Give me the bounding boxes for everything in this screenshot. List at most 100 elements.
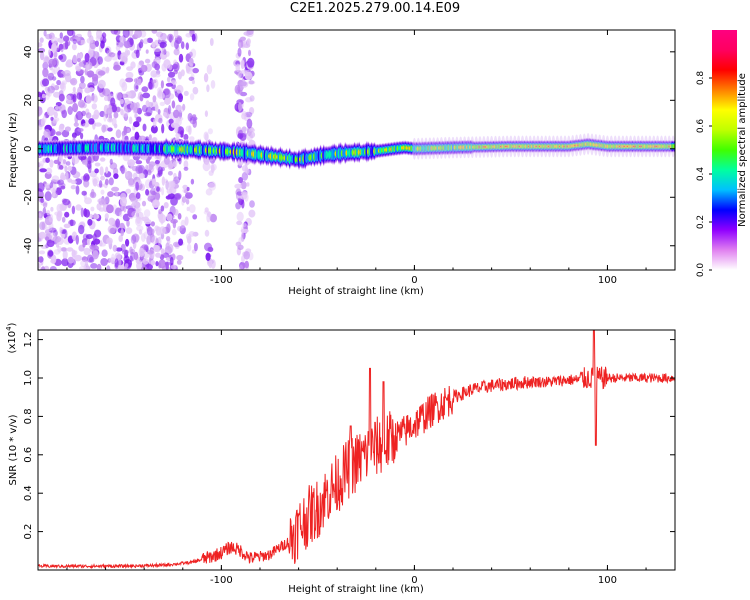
spectrogram-cell [114,258,119,268]
spectrogram-cell [132,240,137,250]
spectrogram-cell [191,79,195,85]
spectrogram-cell [85,61,89,72]
spectrogram-cell [50,206,54,212]
spectrogram-cell [58,73,64,78]
spectrogram-cell [105,166,109,174]
spectrogram-cell [205,252,211,261]
spectrogram-cell [184,216,189,226]
spectrogram-cell [55,131,62,136]
spectrogram-cell [210,163,217,171]
spectrogram-cell [185,192,193,199]
y-tick-label: 0 [23,146,34,152]
spectrogram-cell [186,186,190,192]
spectrogram-cell [58,43,64,50]
spectrogram-cell [123,125,128,136]
spectrogram-cell [127,178,135,186]
spectrogram-cell [58,93,65,102]
spectrogram-cell [135,192,141,200]
spectrogram-cell [138,247,145,257]
spectrogram-cell [189,136,195,142]
spectrogram-haze [520,135,525,158]
spectrogram-cell [110,97,116,107]
spectrogram-cell [81,190,87,196]
spectrogram-cell [180,219,186,229]
spectrogram-cell [133,78,138,83]
spectrogram-cell [38,212,42,219]
spectrogram-cell [72,171,81,179]
spectrogram-cell [203,73,209,83]
spectrogram-cell [244,71,253,81]
spectrogram-cell [135,165,143,175]
spectrogram-cell [92,178,98,187]
spectrogram-cell [135,181,140,191]
spectrogram-cell [100,258,108,266]
spectrogram-cell [145,100,150,108]
spectrogram-cell [157,36,162,44]
spectrogram-haze [543,135,548,158]
spectrogram-cell [172,63,178,70]
spectrogram-cell [85,112,92,119]
spectrogram-cell [153,47,162,53]
spectrogram-cell [129,246,133,255]
spectrogram-cell [165,242,170,250]
spectrogram-cell [51,254,57,264]
spectrogram-cell [124,50,129,58]
spectrogram-cell [83,179,90,188]
spectrogram-cell [53,91,61,98]
spectrogram-cell [55,104,59,111]
spectrogram-cell [85,234,94,240]
spectrogram-cell [39,160,45,167]
spectrogram-cell [65,172,69,181]
spectrogram-cell [178,93,183,103]
spectrogram-cell [61,129,70,138]
spectrogram-cell [101,124,107,133]
spectrogram-cell [57,210,63,218]
spectrogram-cell [180,41,185,49]
snr-xlabel: Height of straight line (km) [288,584,424,595]
spectrogram-cell [42,67,49,78]
spectrogram-cell [124,171,129,177]
spectrogram-cell [104,178,109,186]
spectrogram-cell [118,211,123,217]
spectrogram-cell [75,204,82,211]
spectrogram-cell [72,54,78,64]
spectrogram-cell [177,225,183,232]
spectrogram-haze [532,135,537,158]
spectrogram-haze [547,135,552,158]
spectrogram-haze [640,135,645,158]
spectrogram-cell [47,91,52,97]
spectrogram-cell [119,196,127,207]
spectrogram-cell [240,191,248,196]
spectrogram-cell [206,84,210,93]
spectrogram-cell [154,159,160,165]
spectrogram-haze [516,135,521,158]
spectrogram-cell [206,64,213,75]
spectrogram-cell [98,180,103,188]
spectrogram-cell [113,64,121,71]
spectrogram-cell [72,86,76,93]
spectrogram-cell [174,194,181,201]
spectrogram-cell [165,180,169,190]
spectrogram-cell [45,33,53,40]
spectrogram-cell [186,243,192,252]
spectrogram-cell [161,176,166,186]
spectrogram-cell [94,162,101,167]
spectrogram-cell [189,93,195,101]
y-tick-label: 0.2 [23,524,34,540]
spectrogram-cell [205,188,213,196]
spectrogram-cell [249,95,255,102]
spectrogram-cell [48,227,57,233]
spectrogram-cell [122,30,130,38]
spectrogram-cell [65,161,71,166]
spectrogram-cell [111,105,118,113]
spectrogram-cell [58,182,66,188]
spectrogram-cell [140,233,146,242]
spectrogram-cell [165,261,169,270]
spectrogram-cell [178,170,182,181]
spectrogram-cell [40,197,45,203]
spectrogram-cell [185,125,192,132]
spectrogram-cell [38,256,44,263]
spectrogram-cell [246,30,254,35]
spectrogram-cell [163,59,171,69]
spectrogram-haze [582,133,587,156]
